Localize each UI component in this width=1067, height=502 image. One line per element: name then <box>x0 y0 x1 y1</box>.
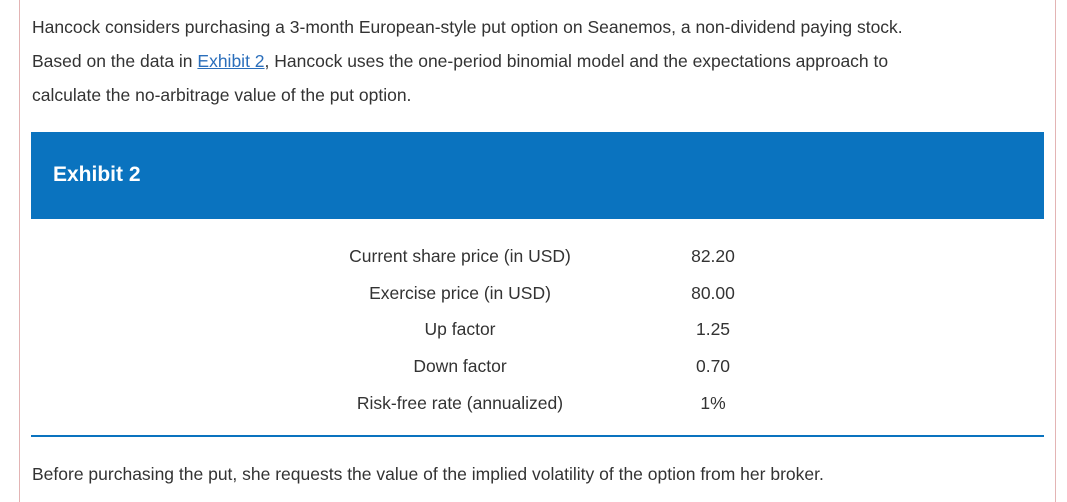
table-row: Down factor 0.70 <box>31 350 1044 387</box>
row-value: 1% <box>700 392 726 413</box>
exhibit-2-link[interactable]: Exhibit 2 <box>197 51 265 71</box>
row-value: 82.20 <box>691 246 735 266</box>
row-value: 0.70 <box>695 356 731 377</box>
table-row: Exercise price (in USD) 80.00 <box>31 277 1044 314</box>
intro-line-2: Based on the data in Exhibit 2, Hancock … <box>32 44 1032 78</box>
table-row: Risk-free rate (annualized) 1% <box>31 387 1044 424</box>
exhibit-title: Exhibit 2 <box>53 163 141 186</box>
intro-line-2-end: , Hancock uses the one-period binomial m… <box>264 51 889 71</box>
exhibit-data-table: Current share price (in USD) 82.20 Exerc… <box>31 240 1044 423</box>
row-label: Current share price (in USD) <box>349 246 571 266</box>
intro-line-1: Hancock considers purchasing a 3-month E… <box>32 17 903 37</box>
table-bottom-rule <box>31 435 1044 437</box>
row-value: 1.25 <box>695 319 731 340</box>
row-label: Exercise price (in USD) <box>369 282 551 303</box>
table-row: Current share price (in USD) 82.20 <box>31 240 1044 277</box>
intro-paragraph: Hancock considers purchasing a 3-month E… <box>32 10 1032 112</box>
content-frame <box>19 0 1056 502</box>
row-label: Up factor <box>424 319 496 340</box>
intro-line-3: calculate the no-arbitrage value of the … <box>32 85 412 105</box>
row-label: Down factor <box>413 356 507 377</box>
row-label: Risk-free rate (annualized) <box>356 392 564 413</box>
outro-paragraph: Before purchasing the put, she requests … <box>32 464 824 484</box>
table-row: Up factor 1.25 <box>31 313 1044 350</box>
intro-line-2-start: Based on the data in <box>32 51 198 71</box>
exhibit-header: Exhibit 2 <box>31 132 1044 219</box>
row-value: 80.00 <box>691 282 735 303</box>
